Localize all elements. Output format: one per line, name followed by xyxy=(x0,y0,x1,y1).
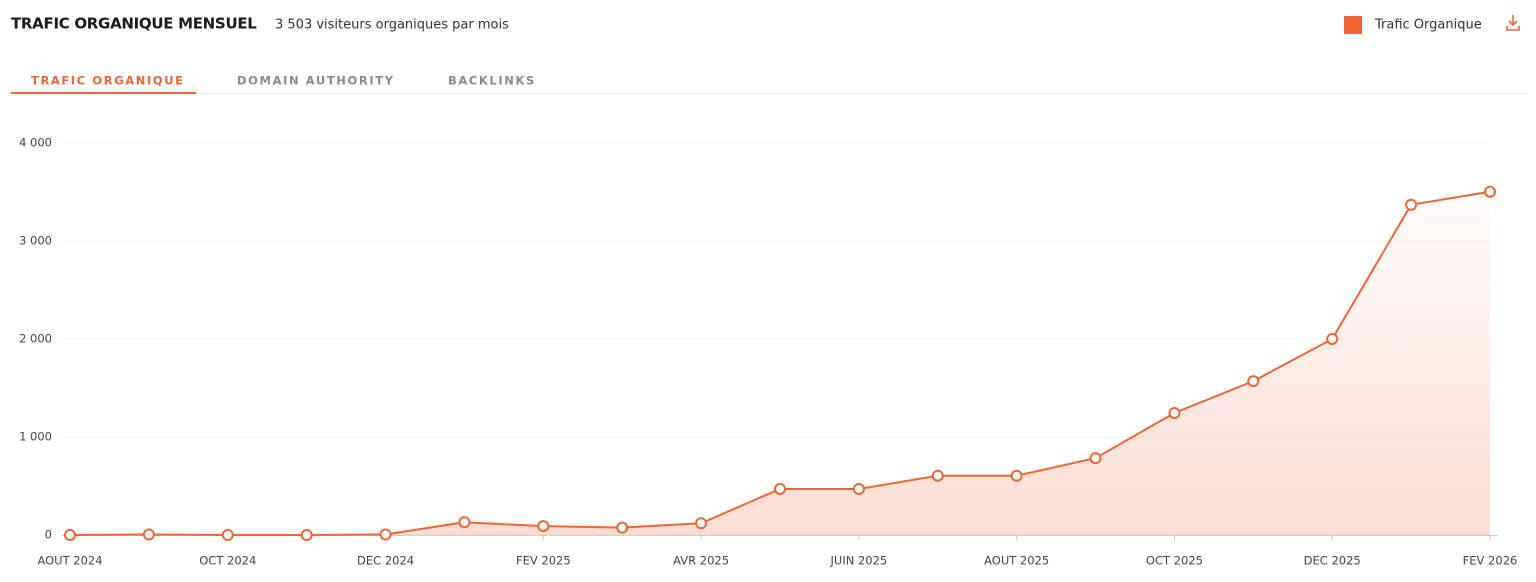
active-tab-underline xyxy=(11,92,196,94)
x-tick-label: DEC 2025 xyxy=(1304,554,1361,568)
y-tick-label: 0 xyxy=(45,528,52,542)
point xyxy=(300,529,313,541)
x-tick-label: JUIN 2025 xyxy=(830,554,888,568)
point xyxy=(1484,185,1496,198)
legend-label: Trafic Organique xyxy=(1374,18,1482,33)
x-tick-label: FEV 2026 xyxy=(1463,554,1518,568)
point xyxy=(1010,469,1023,482)
point xyxy=(379,528,392,541)
x-tick-label: OCT 2024 xyxy=(199,554,256,568)
chart-subtitle: 3 503 visiteurs organiques par mois xyxy=(275,18,509,33)
legend-swatch xyxy=(1344,16,1362,34)
point xyxy=(537,520,550,533)
x-tick-label: DEC 2024 xyxy=(357,554,414,568)
x-tick-label: FEV 2025 xyxy=(516,554,571,568)
point xyxy=(1247,375,1260,388)
tab[interactable]: TRAFIC ORGANIQUE xyxy=(31,74,185,88)
point xyxy=(931,469,944,482)
point xyxy=(142,528,155,541)
y-tick-label: 4 000 xyxy=(19,136,52,150)
download-icon[interactable] xyxy=(1506,15,1520,31)
point xyxy=(1326,333,1339,345)
point xyxy=(458,516,471,529)
y-tick-label: 1 000 xyxy=(19,430,52,444)
point xyxy=(616,521,629,534)
x-tick-label: AVR 2025 xyxy=(673,554,729,568)
point xyxy=(221,529,234,541)
y-tick-label: 3 000 xyxy=(19,234,52,248)
point xyxy=(1089,452,1102,465)
point xyxy=(695,517,708,530)
chart-title: TRAFIC ORGANIQUE MENSUEL xyxy=(11,15,257,33)
tab[interactable]: DOMAIN AUTHORITY xyxy=(237,74,395,88)
point xyxy=(774,482,786,495)
area xyxy=(70,191,1490,535)
y-tick-label: 2 000 xyxy=(19,332,52,346)
x-tick-label: OCT 2025 xyxy=(1146,554,1203,568)
tab[interactable]: BACKLINKS xyxy=(448,74,536,88)
point xyxy=(1405,198,1418,211)
point xyxy=(852,482,865,495)
x-tick-label: AOUT 2025 xyxy=(984,554,1049,568)
x-tick-label: AOUT 2024 xyxy=(37,554,102,568)
point xyxy=(1168,406,1181,419)
point xyxy=(64,529,76,541)
